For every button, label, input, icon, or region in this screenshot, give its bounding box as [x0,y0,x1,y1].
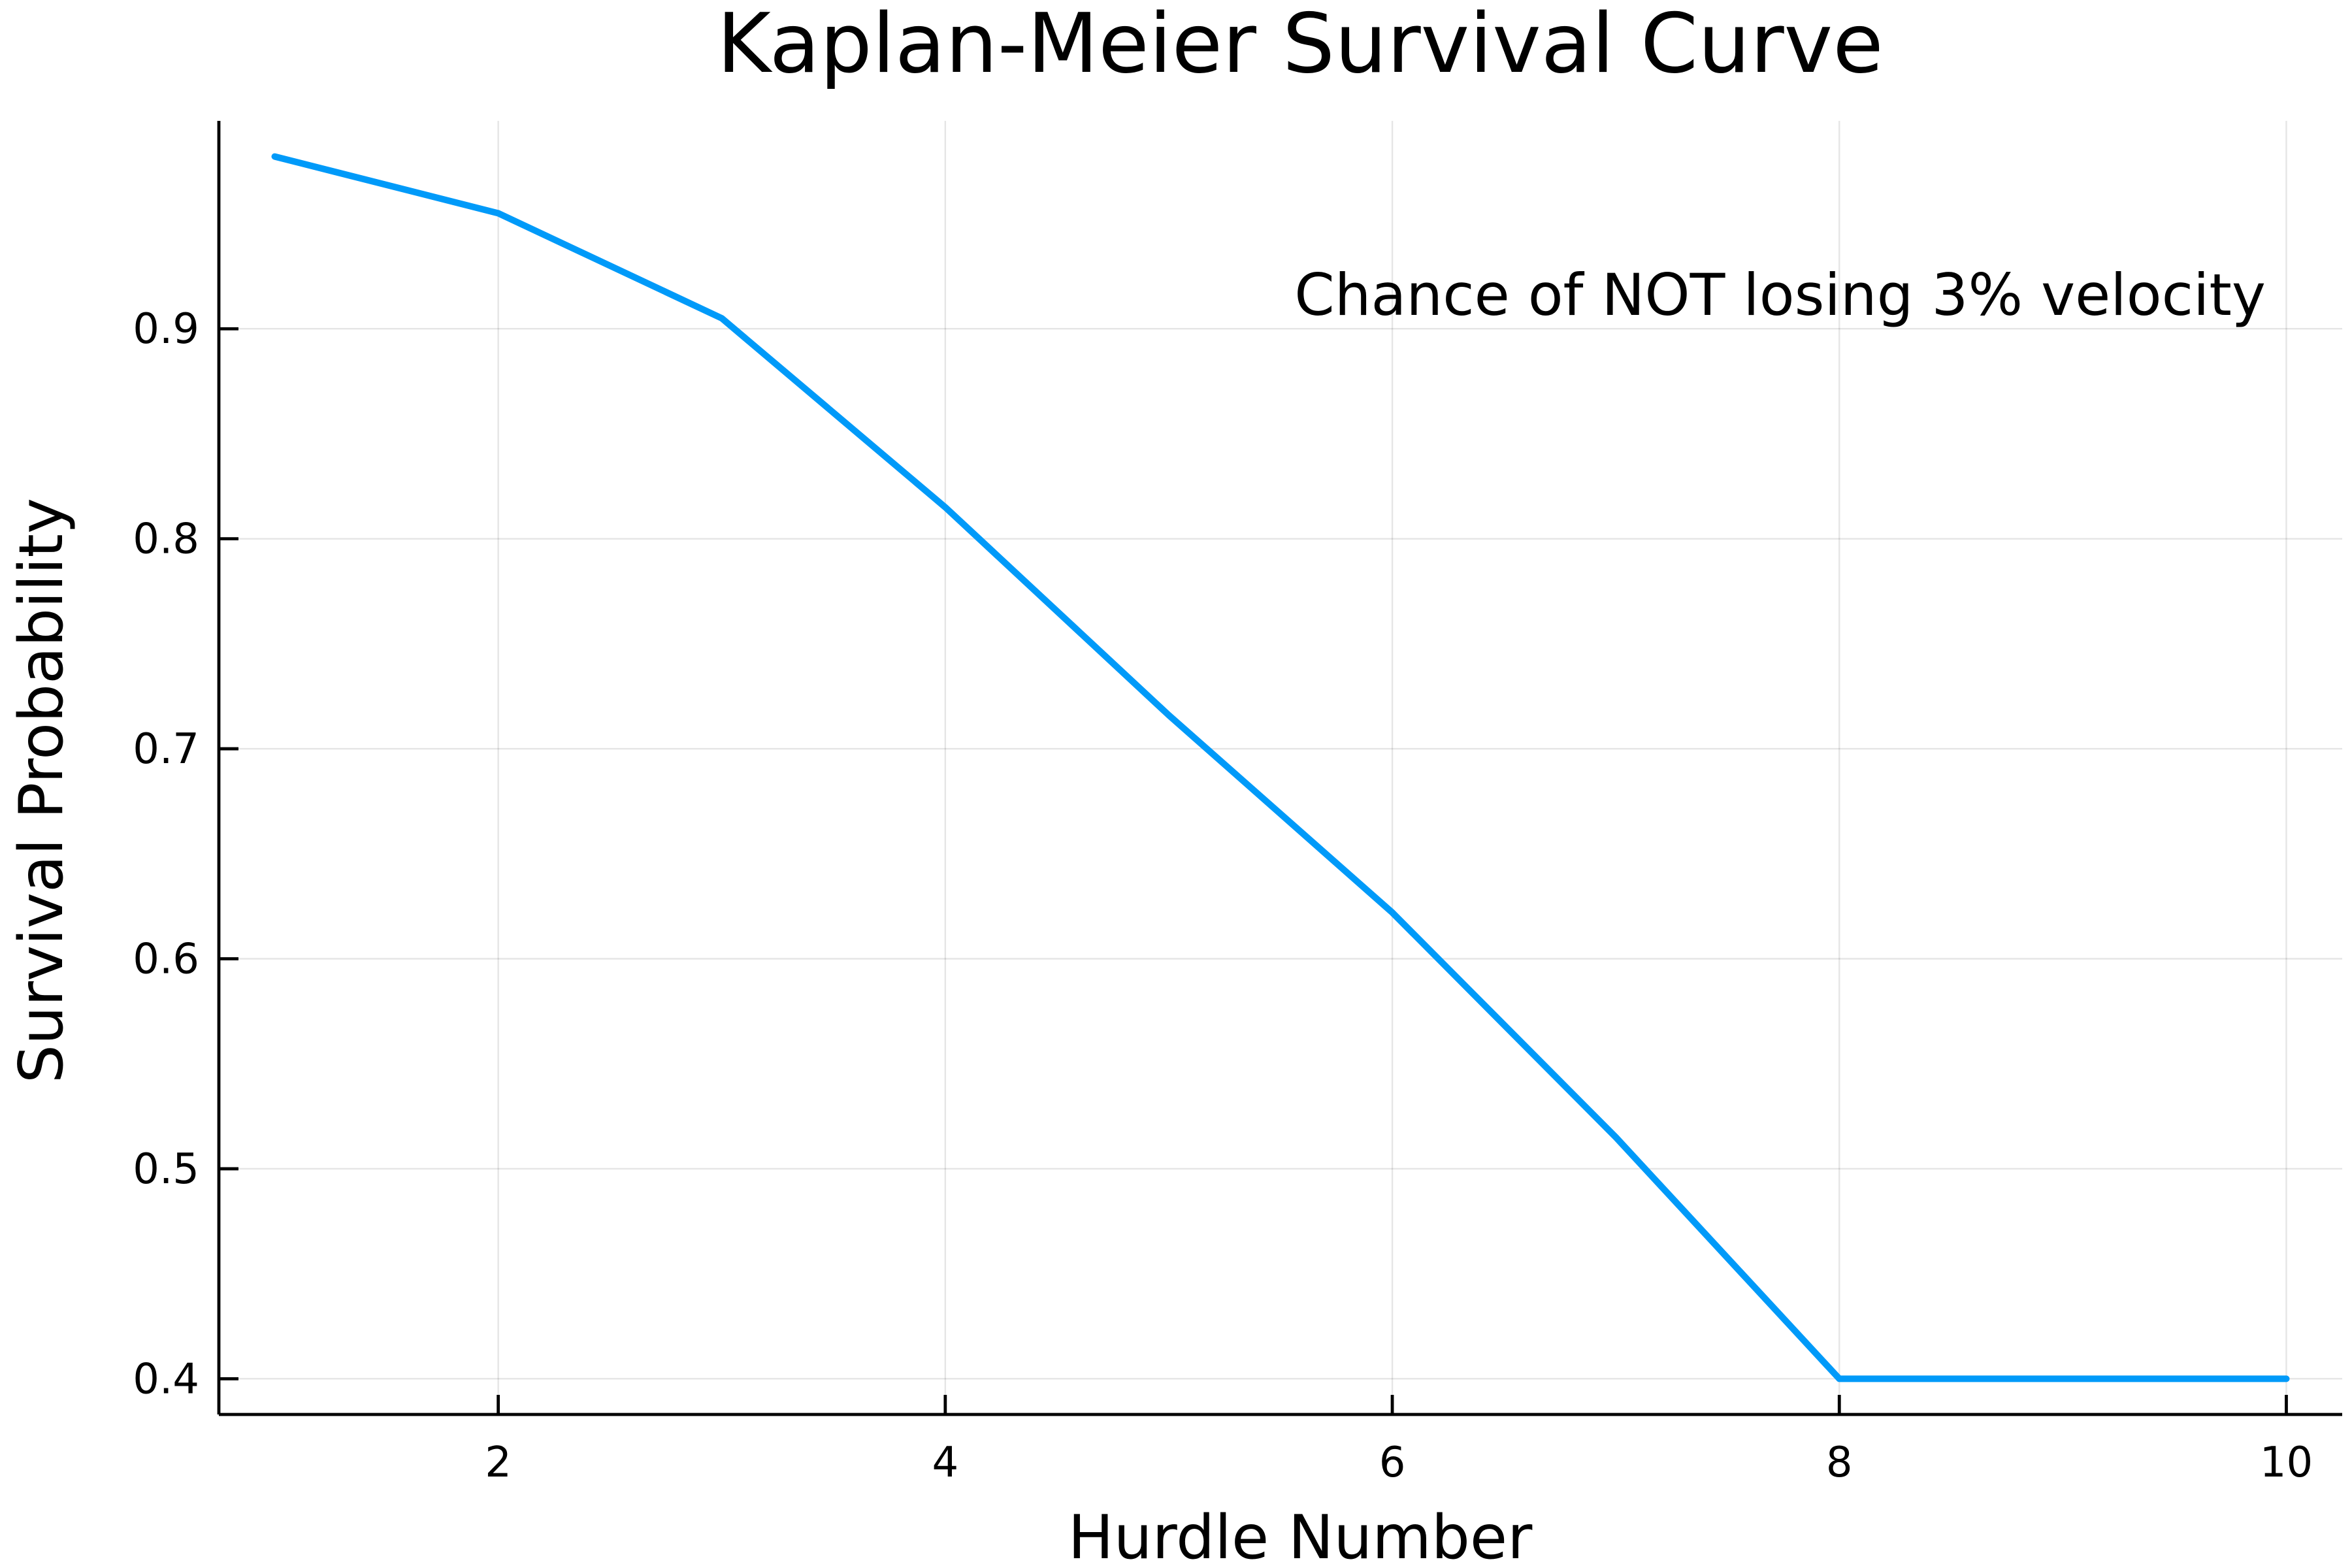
annotation-label: Chance of NOT losing 3% velocity [1294,261,2266,329]
ticks: 2 4 6 8 10 0.4 0.5 0.6 0.7 0.8 0.9 [133,305,2313,1487]
x-tick-label-1: 4 [932,1439,958,1487]
y-tick-label-2: 0.6 [133,936,199,984]
x-axis-title: Hurdle Number [1068,1502,1533,1568]
y-tick-label-1: 0.5 [133,1145,199,1194]
x-tick-label-3: 8 [1826,1439,1853,1487]
y-tick-label-3: 0.7 [133,725,199,774]
grid [219,121,2342,1414]
y-tick-label-0: 0.4 [133,1355,199,1403]
y-axis-title: Survival Probability [6,498,76,1083]
series [271,153,2290,1382]
axes [217,121,2342,1416]
y-tick-label-4: 0.8 [133,515,199,564]
chart-title: Kaplan-Meier Survival Curve [717,0,1884,91]
series-line-0 [271,153,2290,1382]
y-tick-label-5: 0.9 [133,305,199,353]
x-tick-label-4: 10 [2260,1439,2313,1487]
x-tick-label-2: 6 [1379,1439,1406,1487]
x-tick-label-0: 2 [485,1439,512,1487]
